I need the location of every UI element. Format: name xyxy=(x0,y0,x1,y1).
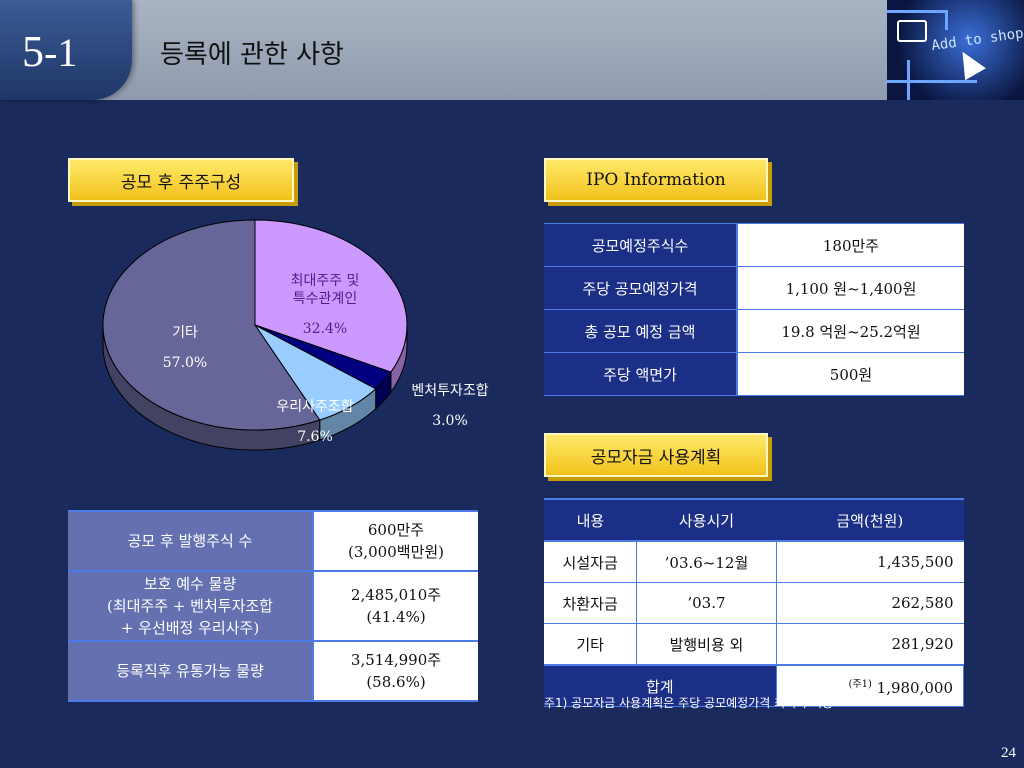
header-bar: 5-1 등록에 관한 사항 Add to shoppin xyxy=(0,0,1024,100)
funds-section-title: 공모자금 사용계획 xyxy=(544,433,768,477)
pie-label-name: 우리사주조합 xyxy=(276,399,353,415)
shares-table: 공모 후 발행주식 수 600만주 (3,000백만원) 보호 예수 물량 (최대… xyxy=(68,510,478,702)
section-number: 5-1 xyxy=(22,27,78,76)
col-header-period: 사용시기 xyxy=(636,498,777,542)
pie-label-name: 최대주주 및 xyxy=(291,273,360,289)
total-label: 합계 xyxy=(544,664,777,707)
cart-icon xyxy=(897,20,927,42)
pie-label-name: 벤처투자조합 xyxy=(411,383,488,399)
ipo-value: 1,100 원~1,400원 xyxy=(737,266,964,310)
page-number: 24 xyxy=(1001,745,1016,761)
pie-label-value: 3.0% xyxy=(432,413,468,429)
pie-label-value: 57.0% xyxy=(163,355,207,371)
pie-label-value: 32.4% xyxy=(303,321,347,337)
page-title: 등록에 관한 사항 xyxy=(160,40,344,70)
funds-usage-table: 내용 사용시기 금액(천원) 시설자금 ’03.6~12월 1,435,500 차환… xyxy=(544,498,965,707)
table-row: 공모 후 발행주식 수 600만주 (3,000백만원) xyxy=(68,510,478,572)
shares-value: 2,485,010주 (41.4%) xyxy=(313,570,478,642)
table-row: 주당 액면가 500원 xyxy=(544,352,964,396)
fund-amount: 1,435,500 xyxy=(776,541,964,583)
fund-item: 기타 xyxy=(544,623,638,666)
pie-label-group: 우리사주조합 7.6% xyxy=(276,399,353,445)
total-amount: 1,980,000 xyxy=(876,679,953,697)
pie-slice xyxy=(102,219,321,431)
fund-item: 시설자금 xyxy=(544,541,638,583)
fund-item: 차환자금 xyxy=(544,582,638,624)
table-row: 공모예정주식수 180만주 xyxy=(544,223,964,267)
ipo-key: 총 공모 예정 금액 xyxy=(544,309,738,353)
table-row: 총 공모 예정 금액 19.8 억원~25.2억원 xyxy=(544,309,964,353)
fund-period: 발행비용 외 xyxy=(636,623,777,666)
pie-label-group: 기타 57.0% xyxy=(163,325,207,371)
col-header-item: 내용 xyxy=(544,498,637,542)
shares-value: 600만주 (3,000백만원) xyxy=(313,510,478,572)
col-header-amount: 금액(천원) xyxy=(776,498,964,542)
ipo-key: 공모예정주식수 xyxy=(544,223,738,267)
fund-period: ’03.6~12월 xyxy=(636,541,777,583)
ipo-key: 주당 공모예정가격 xyxy=(544,266,738,310)
shares-value: 3,514,990주 (58.6%) xyxy=(313,640,478,702)
pie-label-value: 7.6% xyxy=(297,429,333,445)
funds-footnote: 주1) 공모자금 사용계획은 주당 공모예정가격 최저가 적용 xyxy=(544,696,834,710)
shares-key: 공모 후 발행주식 수 xyxy=(68,510,314,572)
total-amount-cell: (주1) 1,980,000 xyxy=(776,664,965,707)
ipo-section-title: IPO Information xyxy=(544,158,768,202)
table-header-row: 내용 사용시기 금액(천원) xyxy=(544,498,964,542)
shares-key: 보호 예수 물량 (최대주주 + 벤처투자조합 + 우선배정 우리사주) xyxy=(68,570,314,642)
table-row: 기타 발행비용 외 281,920 xyxy=(544,623,964,666)
pie-label-group: 벤처투자조합 3.0% xyxy=(411,383,488,429)
table-row: 등록직후 유통가능 물량 3,514,990주 (58.6%) xyxy=(68,640,478,702)
table-row: 주당 공모예정가격 1,100 원~1,400원 xyxy=(544,266,964,310)
table-row: 보호 예수 물량 (최대주주 + 벤처투자조합 + 우선배정 우리사주) 2,48… xyxy=(68,570,478,642)
table-row: 시설자금 ’03.6~12월 1,435,500 xyxy=(544,541,964,583)
ipo-value: 500원 xyxy=(737,352,964,396)
shopping-banner-image: Add to shoppin xyxy=(887,0,1024,100)
total-note-mark: (주1) xyxy=(848,679,872,690)
shares-section-title: 공모 후 주주구성 xyxy=(68,158,294,202)
table-total-row: 합계 (주1) 1,980,000 xyxy=(544,664,965,707)
fund-period: ’03.7 xyxy=(636,582,777,624)
fund-amount: 281,920 xyxy=(776,623,964,666)
ipo-info-table: 공모예정주식수 180만주 주당 공모예정가격 1,100 원~1,400원 총 공… xyxy=(544,223,964,396)
pie-label-name: 특수관계인 xyxy=(293,291,357,307)
ipo-value: 19.8 억원~25.2억원 xyxy=(737,309,964,353)
ipo-value: 180만주 xyxy=(737,223,964,267)
pie-slice xyxy=(254,219,408,373)
ipo-key: 주당 액면가 xyxy=(544,352,738,396)
cursor-icon xyxy=(952,45,986,81)
shares-key: 등록직후 유통가능 물량 xyxy=(68,640,314,702)
section-tab: 5-1 xyxy=(0,0,132,100)
pie-label-name: 기타 xyxy=(172,325,198,341)
fund-amount: 262,580 xyxy=(776,582,964,624)
table-row: 차환자금 ’03.7 262,580 xyxy=(544,582,964,624)
